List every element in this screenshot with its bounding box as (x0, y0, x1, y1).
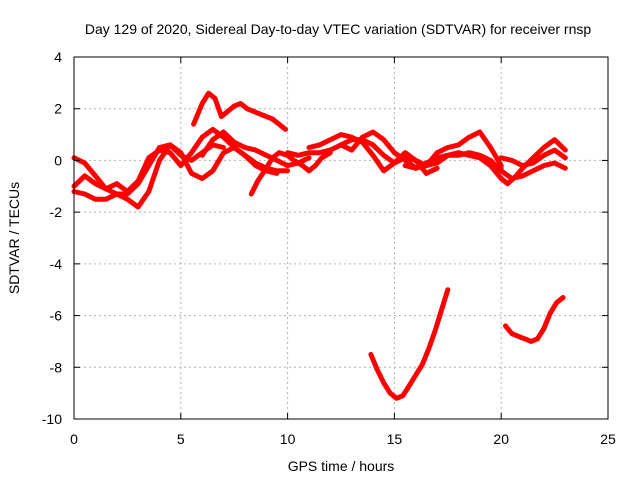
y-tick-label: 0 (54, 152, 62, 168)
y-tick-label: -4 (50, 256, 63, 272)
data-series (71, 90, 568, 401)
grid-lines (74, 57, 608, 419)
series-sat-c (71, 142, 226, 202)
y-tick-label: -6 (50, 308, 63, 324)
axis-ticks: 0 5 10 15 20 25 -10 -8 -6 -4 -2 0 2 4 (42, 49, 616, 447)
series-sat-h (306, 132, 440, 176)
x-tick-label: 0 (70, 431, 78, 447)
y-tick-label: -10 (42, 411, 62, 427)
plot-frame (73, 56, 609, 420)
series-sat-j (402, 150, 568, 181)
series-sat-m (368, 287, 451, 401)
y-tick-label: 4 (54, 49, 62, 65)
series-sat-k (488, 137, 568, 187)
x-tick-label: 5 (177, 431, 185, 447)
y-axis-label: SDTVAR / TECUs (6, 182, 22, 294)
x-tick-label: 20 (493, 431, 509, 447)
x-tick-label: 25 (600, 431, 616, 447)
series-sat-e (199, 129, 312, 169)
y-tick-label: -8 (50, 359, 63, 375)
x-tick-label: 15 (387, 431, 403, 447)
series-sat-f (248, 150, 333, 197)
x-axis-label: GPS time / hours (288, 458, 395, 474)
series-sat-d (191, 90, 288, 132)
series-sat-l (498, 147, 568, 169)
y-tick-label: -2 (50, 204, 63, 220)
series-sat-n (503, 295, 566, 344)
y-tick-label: 2 (54, 101, 62, 117)
x-tick-label: 10 (280, 431, 296, 447)
chart-title: Day 129 of 2020, Sidereal Day-to-day VTE… (85, 21, 591, 37)
